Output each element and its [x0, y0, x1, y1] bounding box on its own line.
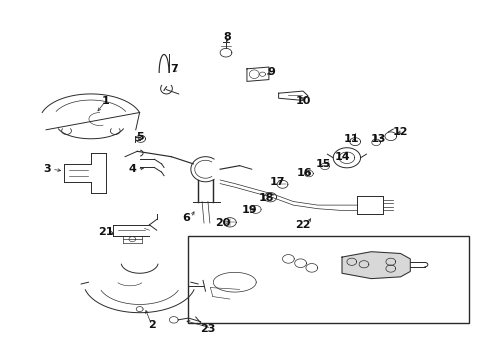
- Text: 14: 14: [333, 152, 349, 162]
- Text: 4: 4: [128, 164, 136, 174]
- Text: 23: 23: [200, 324, 215, 334]
- Polygon shape: [341, 252, 409, 279]
- Text: 1: 1: [102, 96, 109, 106]
- Text: 10: 10: [295, 96, 310, 106]
- Text: 20: 20: [214, 218, 230, 228]
- Text: 21: 21: [98, 227, 113, 237]
- Text: 8: 8: [223, 32, 231, 41]
- Text: 13: 13: [370, 134, 386, 144]
- Text: 6: 6: [182, 213, 189, 222]
- Text: 2: 2: [148, 320, 155, 330]
- Text: 7: 7: [169, 64, 177, 74]
- Text: 15: 15: [315, 159, 330, 169]
- Text: 19: 19: [241, 206, 257, 216]
- Text: 12: 12: [392, 127, 407, 136]
- Text: 9: 9: [267, 67, 275, 77]
- Text: 11: 11: [344, 134, 359, 144]
- Text: 3: 3: [43, 164, 51, 174]
- Text: 5: 5: [136, 132, 143, 142]
- Bar: [188, 235, 468, 323]
- Text: 16: 16: [297, 168, 312, 178]
- Text: 18: 18: [258, 193, 274, 203]
- Text: 22: 22: [295, 220, 310, 230]
- Text: 17: 17: [269, 177, 285, 187]
